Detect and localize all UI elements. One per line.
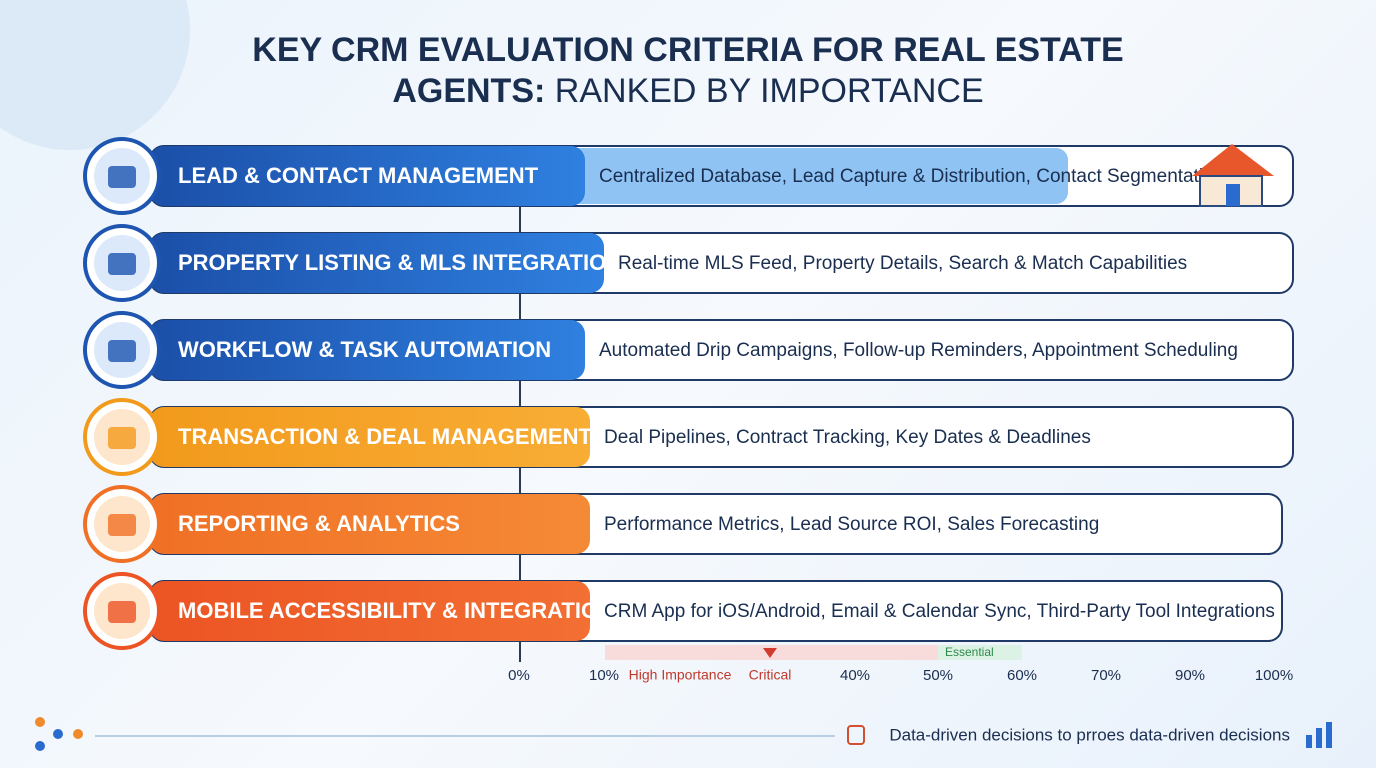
axis-label: 70%: [1091, 667, 1121, 684]
highlight-fill: [560, 148, 1068, 204]
criteria-description: Centralized Database, Lead Capture & Dis…: [599, 166, 1224, 187]
criteria-row: TRANSACTION & DEAL MANAGEMENT Deal Pipeli…: [83, 398, 1294, 476]
icon: [53, 729, 63, 739]
criteria-pill: [150, 233, 604, 293]
icon: [108, 514, 136, 536]
criteria-description: Performance Metrics, Lead Source ROI, Sa…: [604, 514, 1099, 535]
criteria-description: Automated Drip Campaigns, Follow-up Remi…: [599, 340, 1238, 361]
axis-label: 40%: [840, 667, 870, 684]
decor: [0, 0, 190, 150]
criteria-name: REPORTING & ANALYTICS: [178, 511, 460, 536]
axis-label: 60%: [1007, 667, 1037, 684]
criteria-name: PROPERTY LISTING & MLS INTEGRATION: [178, 250, 622, 275]
criteria-name: TRANSACTION & DEAL MANAGEMENT: [178, 424, 592, 449]
criteria-pill: [150, 581, 590, 641]
icon: [1306, 722, 1332, 748]
criteria-row: REPORTING & ANALYTICS Performance Metrics…: [83, 485, 1283, 563]
footer-text: Data-driven decisions to prroes data-dri…: [889, 725, 1290, 744]
essential-label: Essential: [945, 645, 994, 659]
icon: [35, 741, 45, 751]
criteria-name: MOBILE ACCESSIBILITY & INTEGRATIONS: [178, 598, 629, 623]
criteria-pill: [150, 146, 585, 206]
criteria-description: Real-time MLS Feed, Property Details, Se…: [618, 253, 1187, 274]
axis-label: Critical: [749, 667, 792, 683]
criteria-name: LEAD & CONTACT MANAGEMENT: [178, 163, 539, 188]
criteria-pill: [150, 407, 590, 467]
icon: [108, 340, 136, 362]
title-bold: AGENTS:: [392, 72, 545, 110]
title-rest: RANKED BY IMPORTANCE: [555, 72, 984, 110]
criteria-pill: [150, 494, 590, 554]
icon: [35, 717, 45, 727]
axis-label: High Importance: [629, 667, 732, 683]
criteria-pill: [150, 320, 585, 380]
criteria-row: WORKFLOW & TASK AUTOMATION Automated Drip…: [83, 311, 1294, 389]
icon: [73, 729, 83, 739]
criteria-description: Deal Pipelines, Contract Tracking, Key D…: [604, 427, 1091, 448]
criteria-row: PROPERTY LISTING & MLS INTEGRATIONReal-t…: [83, 224, 1294, 302]
essential-band: [938, 645, 1022, 660]
icon: [108, 601, 136, 623]
criteria-description: CRM App for iOS/Android, Email & Calenda…: [604, 601, 1275, 622]
icon: [847, 725, 865, 745]
icon: [108, 253, 136, 275]
title: KEY CRM EVALUATION CRITERIA FOR REAL EST…: [252, 31, 1123, 69]
axis-label: 0%: [508, 667, 530, 684]
axis-label: 100%: [1255, 667, 1293, 684]
house-icon: [1192, 144, 1274, 176]
axis-label: 90%: [1175, 667, 1205, 684]
icon: [108, 427, 136, 449]
critical-marker: [763, 648, 777, 658]
criteria-name: WORKFLOW & TASK AUTOMATION: [178, 337, 551, 362]
axis-label: 10%: [589, 667, 619, 684]
axis-label: 50%: [923, 667, 953, 684]
house-icon: [1226, 184, 1240, 206]
icon: [108, 166, 136, 188]
criteria-row: LEAD & CONTACT MANAGEMENT Centralized Dat…: [83, 137, 1294, 215]
title: AGENTS: RANKED BY IMPORTANCE: [392, 72, 983, 110]
